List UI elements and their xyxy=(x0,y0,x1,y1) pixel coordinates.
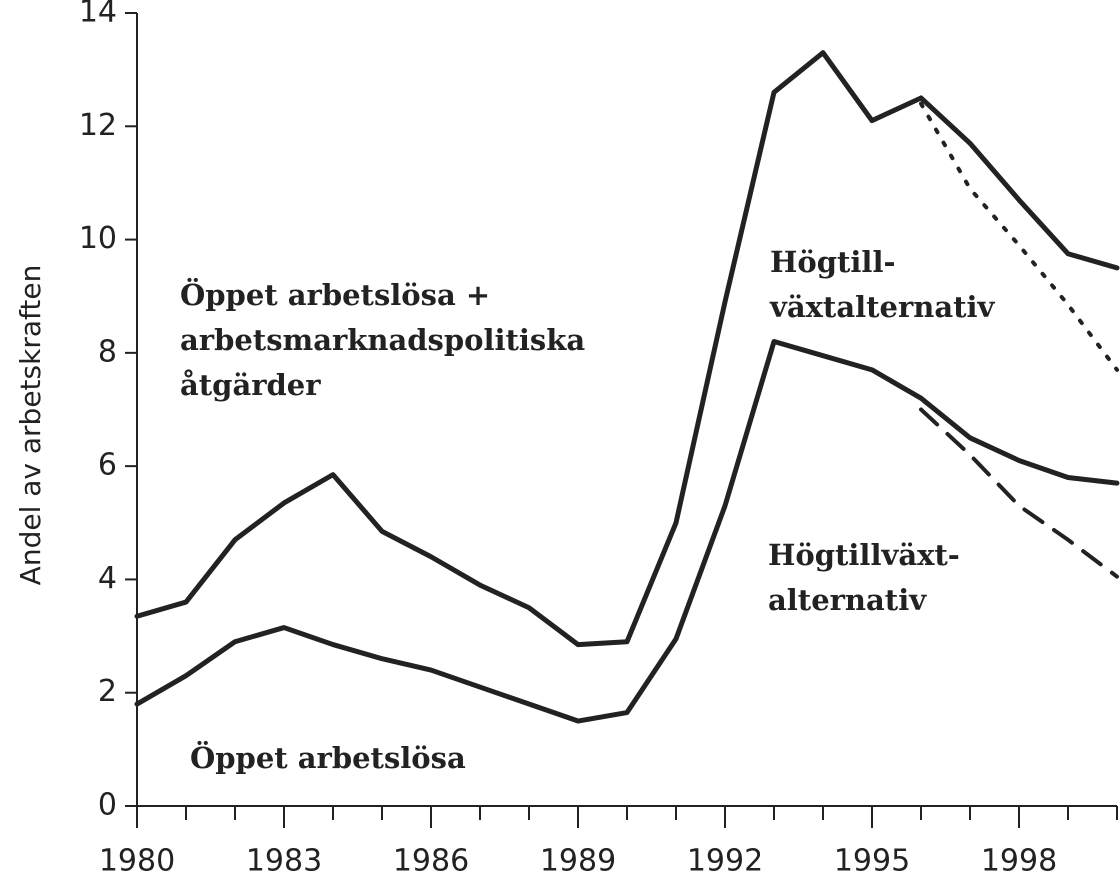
y-tick-label: 12 xyxy=(79,108,117,143)
series-line xyxy=(134,50,1120,648)
y-tick-label: 10 xyxy=(79,221,117,256)
annotation: arbetsmarknadspolitiska xyxy=(180,323,585,357)
y-tick-label: 4 xyxy=(98,561,117,596)
x-tick-label: 1983 xyxy=(246,844,322,879)
x-tick-label: 1998 xyxy=(981,844,1057,879)
y-tick-label: 8 xyxy=(98,334,117,369)
y-tick-label: 14 xyxy=(79,0,117,30)
x-tick-label: 1989 xyxy=(540,844,616,879)
y-tick-label: 6 xyxy=(98,448,117,483)
annotation: växtalternativ xyxy=(769,290,996,324)
y-tick-label: 2 xyxy=(98,674,117,709)
x-tick-label: 1995 xyxy=(834,844,910,879)
x-tick-label: 1992 xyxy=(687,844,763,879)
annotation: Högtill- xyxy=(770,245,896,279)
annotation: åtgärder xyxy=(180,368,321,402)
annotation: Högtillväxt- xyxy=(768,538,960,572)
series-line xyxy=(134,339,1120,724)
x-tick-label: 1980 xyxy=(99,844,175,879)
series-line xyxy=(919,101,1119,372)
series-line xyxy=(919,407,1119,579)
annotation: Öppet arbetslösa xyxy=(190,739,466,775)
y-tick-label: 0 xyxy=(98,788,117,823)
annotation: alternativ xyxy=(768,583,927,617)
y-axis-label: Andel av arbetskraften xyxy=(14,265,47,586)
x-tick-label: 1986 xyxy=(393,844,469,879)
annotation: Öppet arbetslösa + xyxy=(180,276,490,312)
